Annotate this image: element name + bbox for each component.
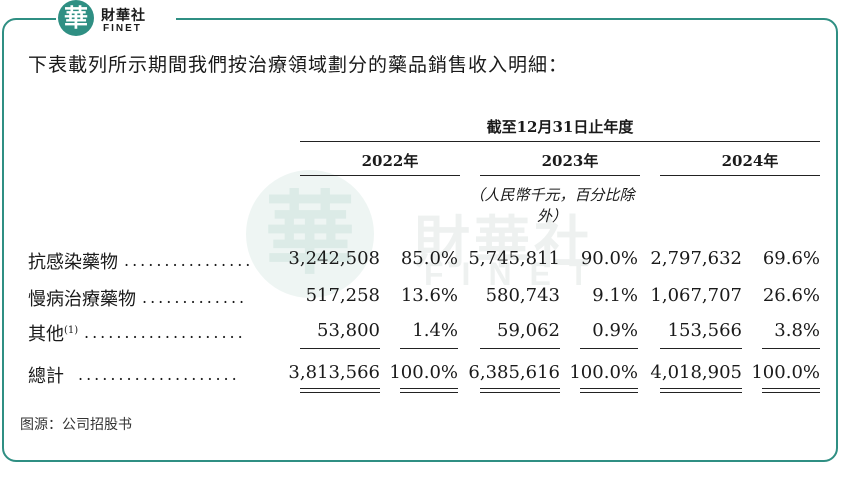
total-share-2023: 100.0% xyxy=(569,362,638,383)
value-2023: 580,743 xyxy=(485,285,560,306)
total-double-rule xyxy=(400,392,458,393)
period-rule xyxy=(300,141,820,142)
year-rule-2022 xyxy=(300,175,460,176)
total-label: 總計 xyxy=(28,366,64,387)
total-value-2022: 3,813,566 xyxy=(288,362,380,383)
value-2022: 53,800 xyxy=(317,320,380,341)
total-double-rule xyxy=(762,392,820,393)
subtotal-rule xyxy=(480,348,560,349)
share-2023: 9.1% xyxy=(592,285,638,306)
total-double-rule xyxy=(300,388,380,389)
share-2022: 85.0% xyxy=(400,248,458,269)
row-leader-dots: ................ xyxy=(124,251,254,270)
watermark-logo-icon: 華 xyxy=(246,170,374,298)
total-double-rule xyxy=(580,392,638,393)
watermark-name-en: FINET xyxy=(424,256,607,292)
brand-logo: 華 財華社 FINET xyxy=(56,0,176,38)
year-header-2022: 2022年 xyxy=(361,152,419,170)
total-share-2022: 100.0% xyxy=(389,362,458,383)
share-2024: 26.6% xyxy=(762,285,820,306)
subtotal-rule xyxy=(660,348,742,349)
subtotal-rule xyxy=(580,348,638,349)
value-2024: 1,067,707 xyxy=(650,285,742,306)
total-double-rule xyxy=(480,392,560,393)
value-2022: 517,258 xyxy=(305,285,380,306)
watermark-name-cn: 財華社 xyxy=(414,211,594,276)
share-2024: 3.8% xyxy=(774,320,820,341)
row-leader-dots: ............. xyxy=(142,288,248,307)
brand-name-cn: 財華社 xyxy=(101,8,146,24)
year-rule-2024 xyxy=(660,175,820,176)
total-value-2024: 4,018,905 xyxy=(650,362,742,383)
row-leader-dots: .................... xyxy=(78,365,240,384)
row-label: 其他(1) xyxy=(28,324,79,345)
total-double-rule xyxy=(580,388,638,389)
subtotal-rule xyxy=(400,348,458,349)
year-header-2024: 2024年 xyxy=(721,152,779,170)
share-2022: 1.4% xyxy=(412,320,458,341)
row-label: 抗感染藥物 xyxy=(28,252,118,273)
total-double-rule xyxy=(660,388,742,389)
period-header: 截至12月31日止年度 xyxy=(486,118,634,136)
share-2022: 13.6% xyxy=(400,285,458,306)
intro-text: 下表載列所示期間我們按治療領域劃分的藥品銷售收入明細： xyxy=(28,54,569,76)
value-2022: 3,242,508 xyxy=(288,248,380,269)
source-caption: 图源：公司招股书 xyxy=(20,417,132,433)
year-header-2023: 2023年 xyxy=(541,152,599,170)
row-leader-dots: .................... xyxy=(84,323,246,342)
total-share-2024: 100.0% xyxy=(751,362,820,383)
row-label: 慢病治療藥物 xyxy=(28,289,136,310)
total-double-rule xyxy=(480,388,560,389)
subtotal-rule xyxy=(300,348,380,349)
share-2023: 0.9% xyxy=(592,320,638,341)
total-double-rule xyxy=(400,388,458,389)
total-value-2023: 6,385,616 xyxy=(468,362,560,383)
total-double-rule xyxy=(300,392,380,393)
value-2023: 59,062 xyxy=(497,320,560,341)
unit-note: （人民幣千元，百分比除外） xyxy=(469,186,635,225)
total-double-rule xyxy=(660,392,742,393)
brand-name-en: FINET xyxy=(103,23,142,34)
share-2024: 69.6% xyxy=(762,248,820,269)
value-2024: 153,566 xyxy=(667,320,742,341)
value-2023: 5,745,811 xyxy=(468,248,560,269)
year-rule-2023 xyxy=(480,175,640,176)
total-double-rule xyxy=(762,388,820,389)
share-2023: 90.0% xyxy=(580,248,638,269)
subtotal-rule xyxy=(762,348,820,349)
finet-logo-icon: 華 xyxy=(58,0,94,36)
value-2024: 2,797,632 xyxy=(650,248,742,269)
